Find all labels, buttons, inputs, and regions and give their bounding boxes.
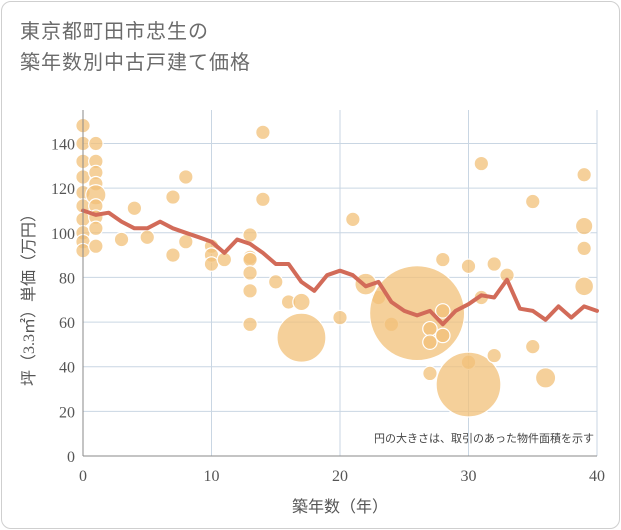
data-point [486, 347, 502, 364]
data-point [524, 193, 541, 210]
data-point [276, 312, 327, 363]
data-point [345, 211, 361, 228]
trend-line-group [81, 208, 599, 327]
data-point [434, 327, 451, 344]
data-point [576, 166, 592, 183]
data-point [139, 229, 156, 246]
grid-lines [83, 110, 598, 456]
data-point [88, 220, 104, 237]
y-tick-label: 140 [51, 136, 75, 153]
data-point [255, 191, 271, 208]
axes [82, 110, 597, 457]
x-tick-label: 20 [332, 468, 348, 485]
data-point [267, 274, 284, 290]
trend-line [81, 208, 599, 327]
y-tick-label: 120 [51, 181, 75, 198]
x-tick-label: 30 [461, 468, 477, 485]
data-point [332, 309, 348, 326]
x-tick-label: 0 [79, 468, 87, 485]
data-point [422, 320, 438, 337]
y-tick-label: 100 [51, 226, 75, 243]
data-point [242, 227, 258, 243]
data-point [242, 251, 258, 268]
data-point [203, 256, 220, 272]
data-point [126, 200, 143, 217]
data-point [165, 189, 181, 205]
data-point [434, 303, 451, 319]
chart-title: 東京都町田市忠生の 築年数別中古戸建て価格 [20, 16, 251, 78]
data-point [524, 338, 541, 355]
y-axis-label: 坪（3.3㎡）単価（万円） [20, 206, 38, 386]
data-point [576, 240, 592, 257]
data-point [242, 283, 258, 299]
x-tick-labels: 0 10 20 30 40 [79, 468, 605, 485]
data-point [574, 216, 594, 236]
data-point [435, 351, 502, 418]
y-tick-label: 0 [67, 449, 75, 466]
data-point [422, 365, 438, 382]
data-point [486, 256, 502, 272]
data-point [178, 169, 194, 185]
data-point [165, 247, 181, 263]
data-point [292, 292, 311, 312]
chart-title-line-1: 東京都町田市忠生の [20, 19, 209, 43]
y-tick-labels: 0 20 40 60 80 100 120 140 [51, 136, 75, 466]
data-point [242, 316, 258, 333]
data-point [368, 265, 466, 362]
y-tick-label: 40 [59, 360, 75, 377]
bubble-size-note: 円の大きさは、取引のあった物件面積を示す [374, 431, 594, 445]
data-point [88, 135, 104, 152]
data-point [113, 231, 130, 248]
x-tick-label: 10 [204, 468, 220, 485]
data-point [574, 276, 595, 297]
data-point [434, 251, 451, 268]
data-point [534, 367, 557, 389]
y-tick-label: 20 [59, 404, 75, 421]
data-point [88, 238, 104, 254]
data-point [422, 334, 438, 350]
y-tick-label: 80 [59, 270, 75, 287]
data-point [473, 155, 490, 172]
y-tick-label: 60 [59, 315, 75, 332]
data-point [255, 124, 271, 141]
chart-title-line-2: 築年数別中古戸建て価格 [20, 50, 251, 74]
data-point [178, 233, 194, 250]
data-point [460, 258, 477, 275]
data-point [242, 265, 258, 281]
data-points [75, 117, 595, 418]
x-tick-label: 40 [589, 468, 605, 485]
x-axis-label: 築年数（年） [292, 498, 388, 516]
